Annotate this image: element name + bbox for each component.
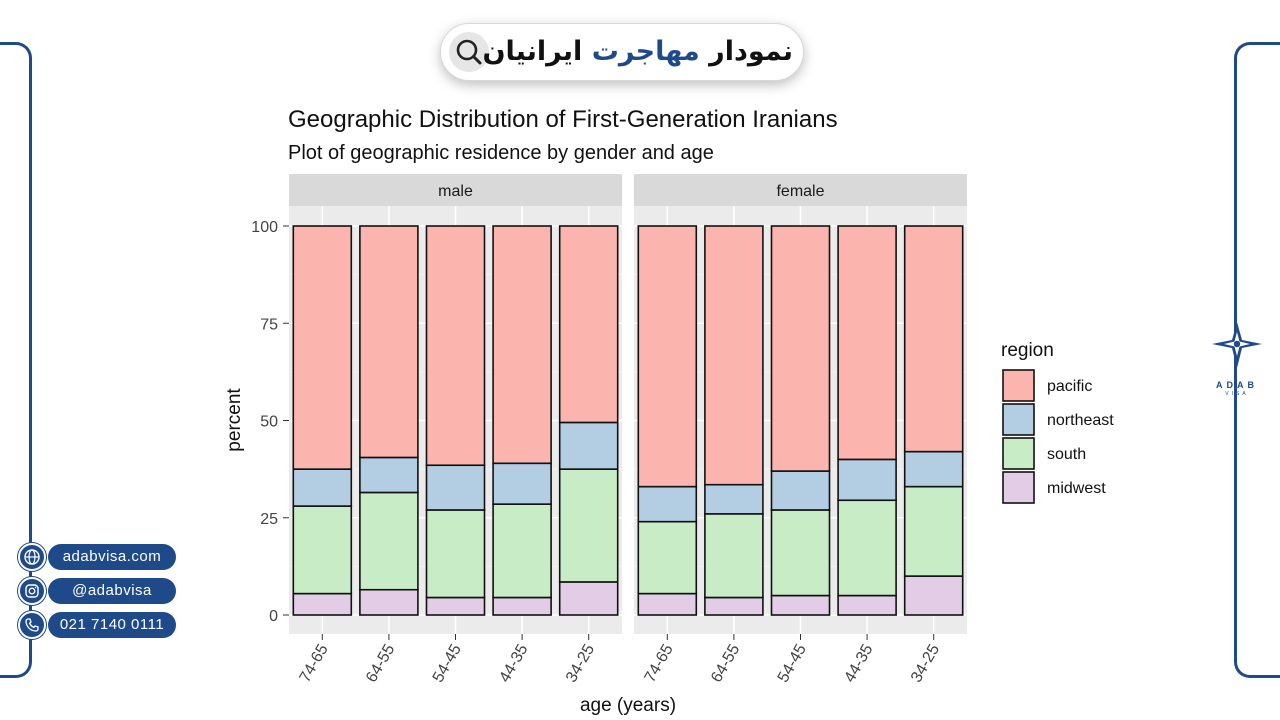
bar-segment-south — [903, 485, 964, 577]
search-text: نمودار مهاجرت ایرانیان — [483, 34, 794, 70]
bar-segment-northeast — [770, 470, 831, 511]
bar-segment-midwest — [292, 592, 353, 616]
x-tick-label: 64-55 — [708, 641, 743, 685]
legend-key-pacific — [1002, 369, 1035, 402]
facet-label: male — [438, 183, 473, 200]
bar-segment-pacific — [637, 225, 698, 488]
bar-segment-midwest — [637, 592, 698, 616]
facet-strip — [634, 174, 967, 206]
globe-icon — [18, 543, 46, 571]
bar-segment-pacific — [704, 225, 764, 486]
phone-icon — [18, 611, 46, 639]
bar-segment-pacific — [837, 225, 897, 461]
search-text-part2: ایرانیان — [482, 36, 592, 67]
bar-segment-pacific — [425, 225, 486, 467]
legend-label: pacific — [1047, 378, 1092, 395]
bar-segment-south — [292, 505, 353, 595]
bar-segment-northeast — [359, 456, 419, 494]
bar-segment-pacific — [292, 225, 353, 470]
legend-title: region — [1001, 340, 1054, 361]
bar-segment-pacific — [770, 225, 831, 472]
legend-key-northeast — [1002, 403, 1035, 436]
x-tick-label: 44-35 — [841, 641, 876, 685]
search-icon[interactable] — [449, 32, 489, 72]
y-tick-label: 50 — [260, 414, 278, 431]
bar-segment-south — [770, 509, 831, 597]
contact-website-label: adabvisa.com — [48, 544, 176, 570]
x-tick-label: 74-65 — [297, 641, 332, 685]
x-tick-label: 34-25 — [563, 641, 598, 685]
y-tick-label: 25 — [260, 511, 278, 528]
y-tick-label: 0 — [269, 608, 278, 625]
bar-segment-south — [492, 503, 552, 599]
bar-segment-northeast — [903, 450, 964, 488]
logo-sub: VISA — [1225, 391, 1249, 397]
bar-segment-midwest — [425, 596, 486, 616]
x-axis-label: age (years) — [580, 695, 676, 716]
y-tick-label: 100 — [251, 219, 278, 236]
bar-segment-south — [837, 499, 897, 597]
bar-segment-pacific — [558, 225, 619, 424]
bar-segment-midwest — [492, 596, 552, 616]
bar-segment-midwest — [837, 594, 897, 616]
bar-segment-south — [704, 513, 764, 599]
chart-subtitle: Plot of geographic residence by gender a… — [288, 142, 714, 164]
facet-strip — [289, 174, 622, 206]
x-tick-label: 64-55 — [363, 641, 398, 685]
bar-segment-northeast — [492, 462, 552, 505]
bar-segment-south — [558, 468, 619, 583]
bar-segment-south — [637, 520, 698, 595]
bar-segment-pacific — [492, 225, 552, 465]
x-tick-label: 74-65 — [642, 641, 677, 685]
bar-segment-northeast — [637, 485, 698, 523]
bar-segment-midwest — [770, 594, 831, 616]
contact-instagram-label: @adabvisa — [48, 578, 176, 604]
x-tick-label: 34-25 — [908, 641, 943, 685]
bar-segment-northeast — [837, 458, 897, 502]
instagram-icon — [18, 577, 46, 605]
legend-key-south — [1002, 437, 1035, 470]
facet-label: female — [776, 183, 824, 200]
bar-segment-midwest — [903, 575, 964, 616]
bar-segment-pacific — [903, 225, 964, 453]
contact-phone-label: 021 7140 0111 — [48, 612, 176, 638]
left-frame-border — [0, 42, 32, 678]
bar-segment-midwest — [558, 581, 619, 616]
bar-segment-south — [425, 509, 486, 599]
legend-label: northeast — [1047, 412, 1114, 429]
x-tick-label: 44-35 — [496, 641, 531, 685]
x-tick-label: 54-45 — [775, 641, 810, 685]
bar-segment-northeast — [425, 464, 486, 511]
adab-visa-logo: ADAB VISA — [1204, 318, 1270, 398]
bar-segment-midwest — [359, 588, 419, 616]
y-tick-label: 75 — [260, 316, 278, 333]
compass-star-icon — [1212, 322, 1262, 368]
y-axis-label: percent — [224, 388, 245, 452]
legend-label: south — [1047, 446, 1086, 463]
bar-segment-midwest — [704, 596, 764, 616]
bar-segment-northeast — [292, 468, 353, 507]
bar-segment-south — [359, 491, 419, 591]
search-text-part1: نمودار — [699, 36, 793, 67]
x-tick-label: 54-45 — [430, 641, 465, 685]
legend-key-midwest — [1002, 471, 1035, 504]
bar-segment-pacific — [359, 225, 419, 459]
bar-segment-northeast — [558, 421, 619, 470]
chart-title: Geographic Distribution of First-Generat… — [288, 106, 838, 133]
logo-name: ADAB — [1216, 380, 1258, 390]
legend-label: midwest — [1047, 480, 1106, 497]
search-text-accent: مهاجرت — [591, 36, 700, 67]
search-bar[interactable]: نمودار مهاجرت ایرانیان — [440, 23, 804, 81]
bar-segment-northeast — [704, 483, 764, 515]
